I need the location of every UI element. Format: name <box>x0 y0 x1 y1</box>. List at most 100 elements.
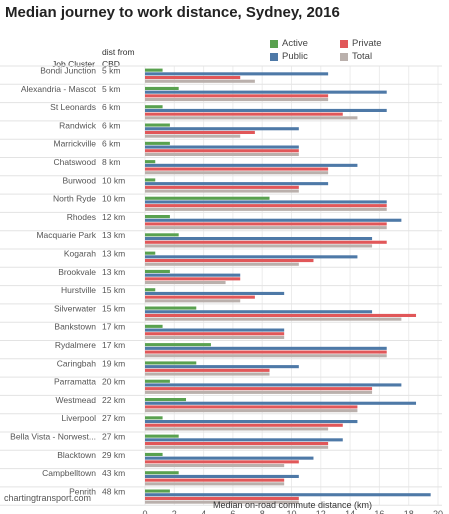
row-label-distance: 15 km <box>102 303 125 313</box>
bar-active <box>145 398 187 402</box>
row-label-distance: 13 km <box>102 230 125 240</box>
row-label-distance: 13 km <box>102 249 125 259</box>
x-tick-label: 2 <box>172 509 177 514</box>
bar-active <box>145 288 156 292</box>
bar-private <box>145 149 299 153</box>
bar-public <box>145 163 358 167</box>
bar-total <box>145 500 299 504</box>
bar-active <box>145 68 163 72</box>
bar-active <box>145 379 170 383</box>
bar-public <box>145 346 387 350</box>
legend-item-public[interactable]: Public <box>270 51 308 62</box>
bar-public <box>145 310 373 314</box>
bar-private <box>145 350 387 354</box>
row-label-cluster: Bella Vista - Norwest... <box>10 432 96 442</box>
bar-active <box>145 434 179 438</box>
row-label-cluster: Rydalmere <box>55 340 96 350</box>
bar-private <box>145 313 417 317</box>
bar-private <box>145 112 343 116</box>
row-label-cluster: Alexandria - Mascot <box>21 84 97 94</box>
legend-swatch-total <box>340 52 348 61</box>
bar-public <box>145 291 285 295</box>
bar-public <box>145 328 285 332</box>
row-label-cluster: Macquarie Park <box>36 230 96 240</box>
bar-active <box>145 416 163 420</box>
legend-swatch-active <box>270 39 278 48</box>
bar-public <box>145 493 431 497</box>
bar-total <box>145 390 373 394</box>
row-label-distance: 13 km <box>102 267 125 277</box>
row-label-distance: 22 km <box>102 395 125 405</box>
row-label-cluster: Westmead <box>56 395 97 405</box>
bar-active <box>145 361 197 365</box>
x-tick-label: 8 <box>260 509 265 514</box>
bar-total <box>145 244 373 248</box>
bar-public <box>145 438 343 442</box>
row-label-distance: 6 km <box>102 139 120 149</box>
bar-active <box>145 196 270 200</box>
row-label-cluster: Chatswood <box>53 157 96 167</box>
bar-private <box>145 240 387 244</box>
row-label-cluster: Brookvale <box>58 267 96 277</box>
row-label-distance: 19 km <box>102 358 125 368</box>
row-label-distance: 27 km <box>102 413 125 423</box>
bar-private <box>145 167 329 171</box>
bar-private <box>145 387 373 391</box>
bar-private <box>145 222 387 226</box>
bar-active <box>145 471 179 475</box>
bar-total <box>145 372 270 376</box>
bar-private <box>145 423 343 427</box>
column-header-job-cluster: Job Cluster <box>52 59 95 69</box>
row-label-cluster: Burwood <box>62 175 96 185</box>
row-label-distance: 27 km <box>102 432 125 442</box>
bar-public <box>145 383 402 387</box>
bar-private <box>145 185 299 189</box>
bar-public <box>145 273 241 277</box>
bar-public <box>145 218 402 222</box>
bar-total <box>145 464 285 468</box>
bar-public <box>145 365 299 369</box>
bar-active <box>145 269 170 273</box>
bar-public <box>145 90 387 94</box>
bar-active <box>145 489 170 493</box>
legend-label-active: Active <box>282 38 308 49</box>
legend-item-private[interactable]: Private <box>340 38 382 49</box>
row-label-cluster: Penrith <box>69 486 96 496</box>
bar-public <box>145 237 373 241</box>
bar-active <box>145 160 156 164</box>
row-label-cluster: Randwick <box>59 120 97 130</box>
bar-public <box>145 456 314 460</box>
bar-public <box>145 127 299 131</box>
bar-private <box>145 460 299 464</box>
row-label-distance: 10 km <box>102 175 125 185</box>
row-label-distance: 12 km <box>102 212 125 222</box>
x-tick-label: 20 <box>433 509 443 514</box>
row-label-distance: 8 km <box>102 157 120 167</box>
row-label-cluster: Parramatta <box>54 377 96 387</box>
row-label-cluster: Silverwater <box>54 303 96 313</box>
bar-total <box>145 189 299 193</box>
legend-item-total[interactable]: Total <box>340 51 372 62</box>
row-label-cluster: Rhodes <box>67 212 96 222</box>
bar-public <box>145 255 358 259</box>
row-label-distance: 5 km <box>102 84 120 94</box>
row-label-distance: 20 km <box>102 377 125 387</box>
bar-total <box>145 226 387 230</box>
x-tick-label: 10 <box>286 509 296 514</box>
bar-total <box>145 171 329 175</box>
x-tick-label: 18 <box>404 509 414 514</box>
bar-total <box>145 427 329 431</box>
bar-private <box>145 295 255 299</box>
legend-label-public: Public <box>282 51 308 62</box>
x-tick-label: 12 <box>316 509 326 514</box>
legend-swatch-public <box>270 52 278 61</box>
legend-swatch-private <box>340 39 348 48</box>
bar-private <box>145 94 329 98</box>
x-tick-label: 14 <box>345 509 355 514</box>
legend-item-active[interactable]: Active <box>270 38 308 49</box>
bar-total <box>145 445 329 449</box>
bar-total <box>145 98 329 102</box>
row-label-distance: 48 km <box>102 486 125 496</box>
row-label-distance: 10 km <box>102 194 125 204</box>
